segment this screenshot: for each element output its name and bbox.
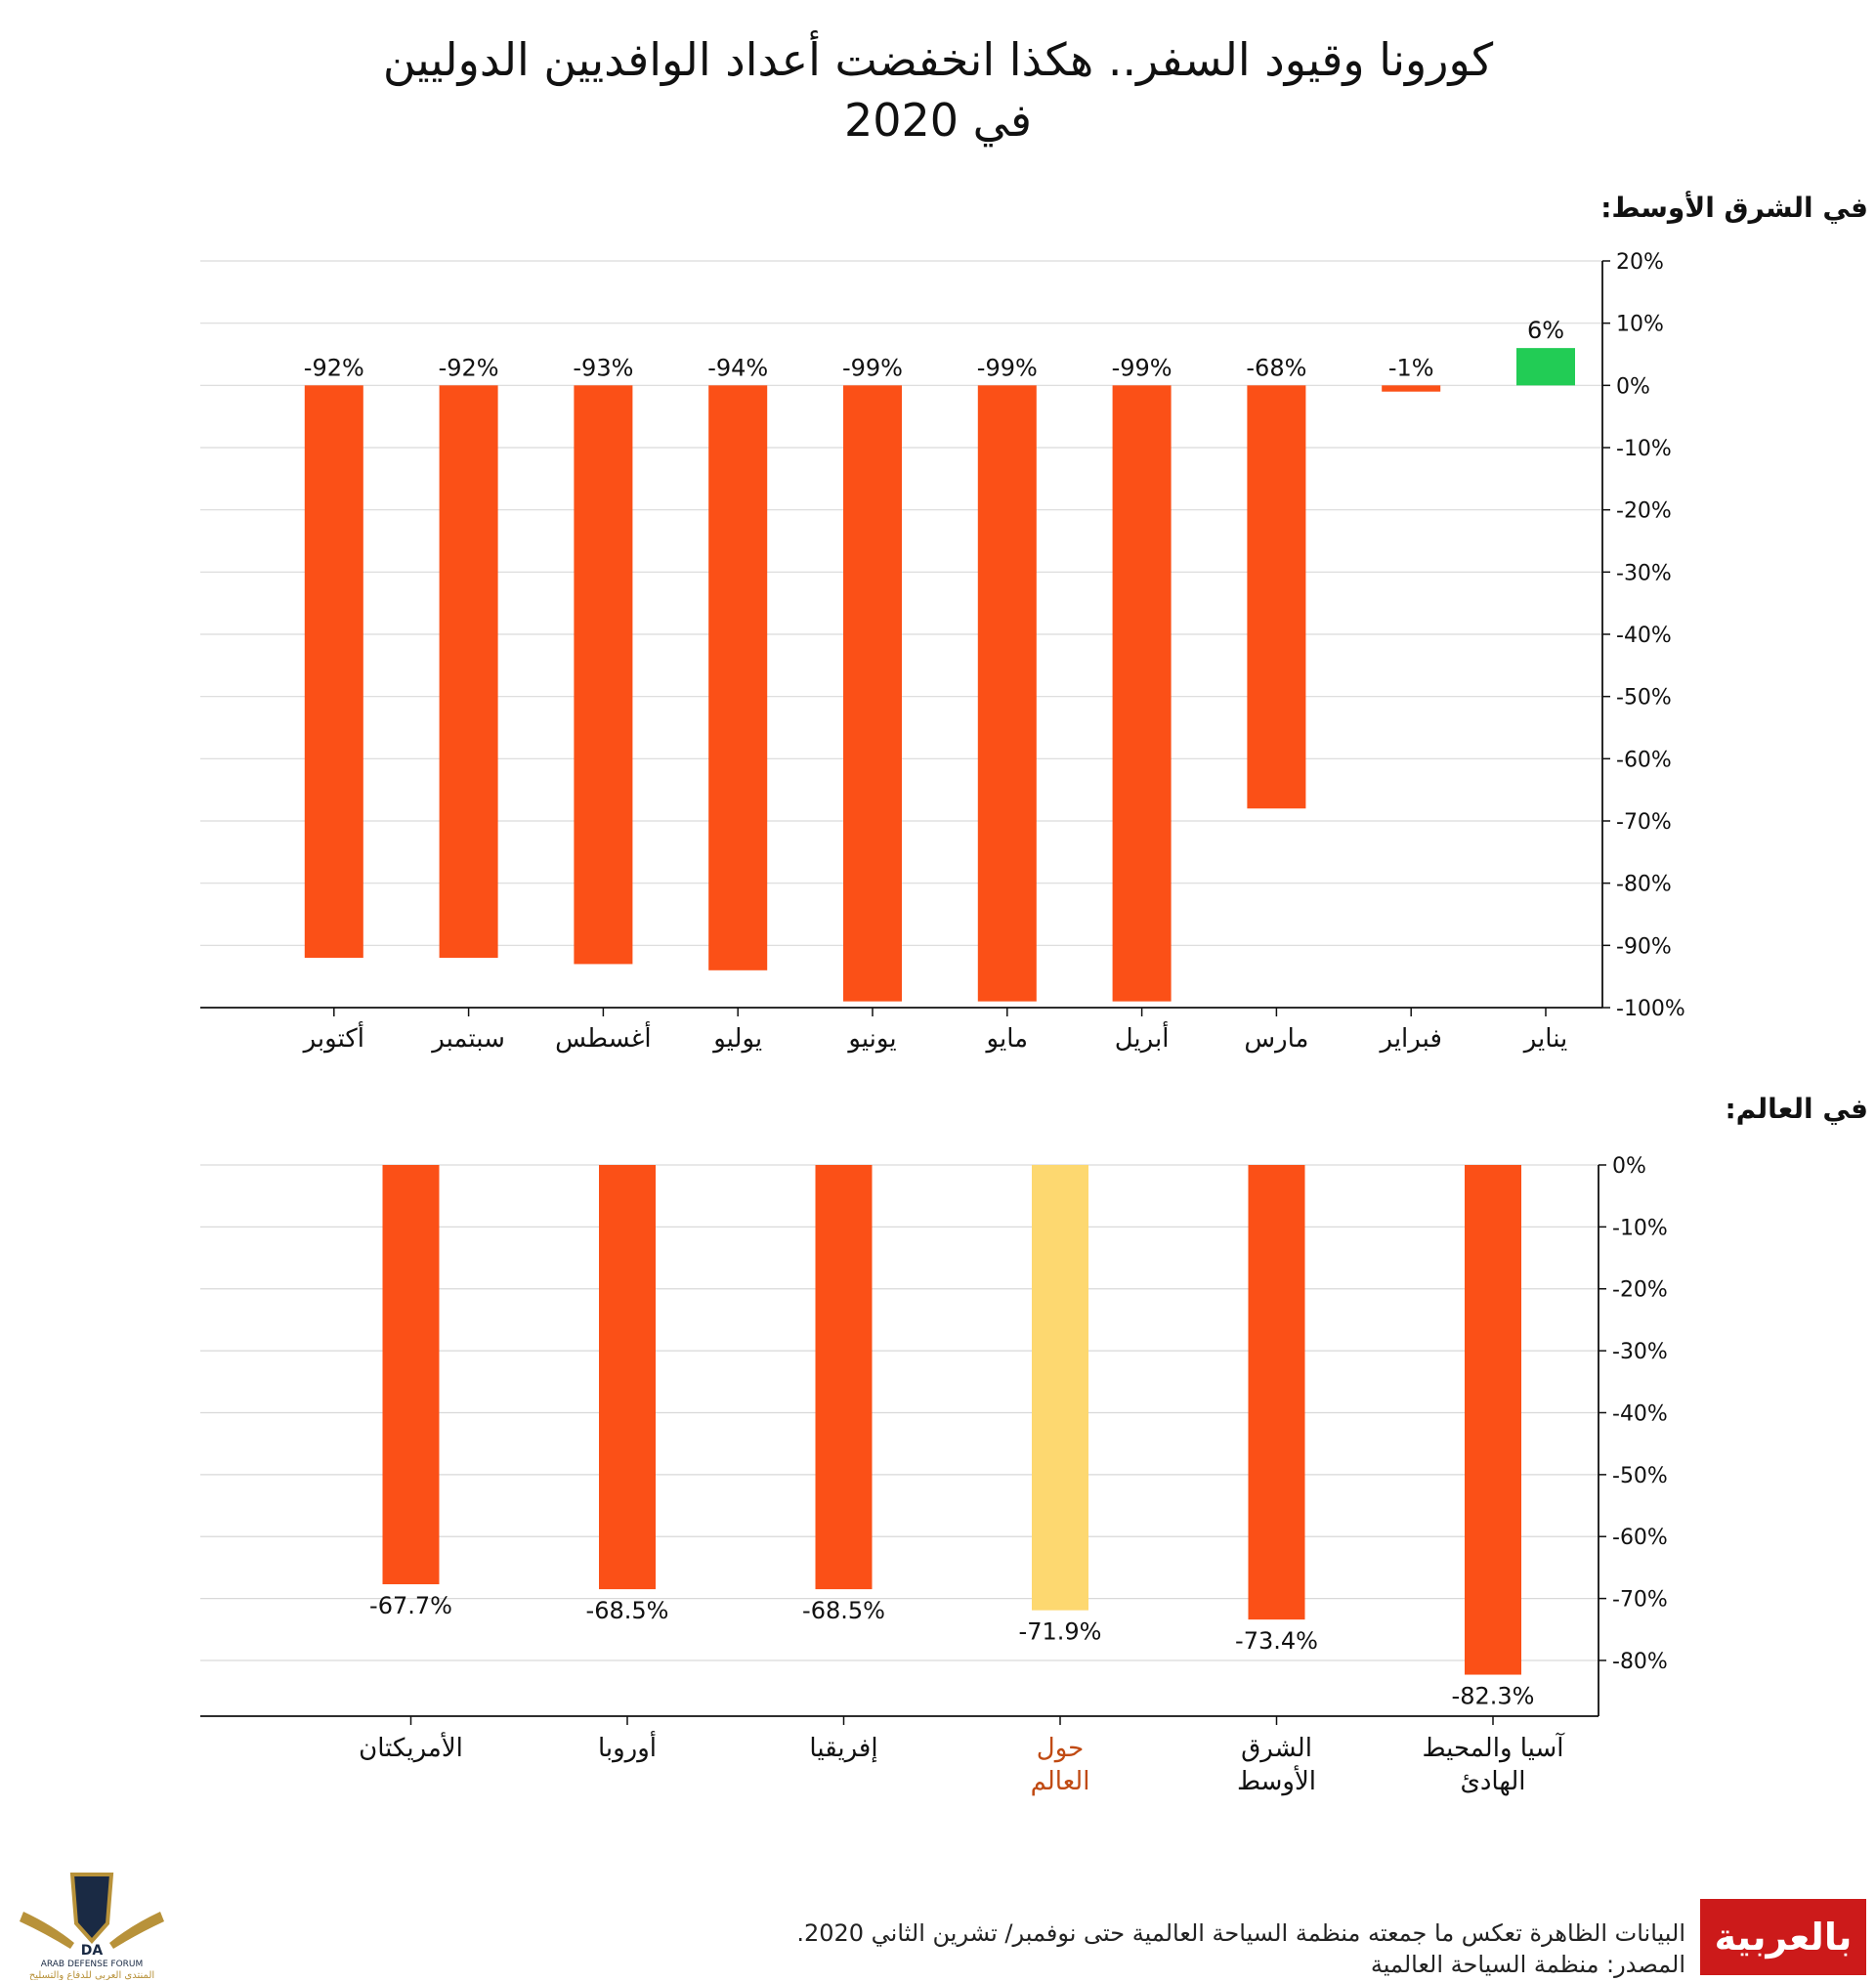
data-label: -92% xyxy=(439,354,499,381)
x-tick-label: الشرق xyxy=(1241,1734,1312,1763)
data-label: -99% xyxy=(977,354,1038,381)
x-tick-label: العالم xyxy=(1031,1767,1090,1796)
y-tick-label: -70% xyxy=(1616,810,1672,835)
y-tick-label: -40% xyxy=(1616,624,1672,648)
x-tick-label: مايو xyxy=(985,1024,1029,1054)
bar xyxy=(1112,385,1172,1002)
bar xyxy=(843,385,902,1002)
y-tick-label: -40% xyxy=(1612,1401,1668,1426)
data-label: -67.7% xyxy=(369,1592,452,1619)
y-tick-label: -80% xyxy=(1612,1650,1668,1674)
data-label: -82.3% xyxy=(1452,1683,1535,1710)
y-tick-label: 0% xyxy=(1616,374,1650,399)
data-label: -99% xyxy=(842,354,903,381)
y-tick-label: -30% xyxy=(1612,1340,1668,1364)
bar xyxy=(1247,385,1306,809)
data-label: -71.9% xyxy=(1019,1618,1102,1646)
bar xyxy=(977,385,1037,1002)
chart-title: كورونا وقيود السفر.. هكذا انخفضت أعداد ا… xyxy=(0,29,1876,151)
bar xyxy=(574,385,633,965)
data-label: -92% xyxy=(304,354,364,381)
middle-east-monthly-chart: 20% 10% 0% -10% -20% -30% -40% -50% -60% -70% -80%… xyxy=(200,250,1685,1054)
bar xyxy=(1382,385,1441,392)
data-label: -68% xyxy=(1246,354,1306,381)
y-tick-label: -80% xyxy=(1616,873,1672,897)
x-tick-label: أغسطس xyxy=(555,1020,652,1054)
svg-text:DA: DA xyxy=(81,1943,104,1959)
y-tick-label: -90% xyxy=(1616,934,1672,959)
x-tick-label: مارس xyxy=(1244,1024,1308,1054)
data-label: -73.4% xyxy=(1235,1627,1318,1655)
y-tick-label: -50% xyxy=(1612,1464,1668,1488)
footer-note: البيانات الظاهرة تعكس ما جمعته منظمة الس… xyxy=(708,1917,1685,1980)
x-tick-label: حول xyxy=(1037,1734,1084,1763)
bar xyxy=(439,385,498,959)
y-tick-label: -20% xyxy=(1616,499,1672,524)
y-tick-label: 0% xyxy=(1612,1154,1646,1179)
y-tick-label: -70% xyxy=(1612,1588,1668,1613)
bar xyxy=(1032,1165,1088,1611)
world-regions-chart: 0% -10% -20% -30% -40% -50% -60% -70% -80% -82.3%… xyxy=(200,1154,1668,1796)
y-tick-label: -60% xyxy=(1616,748,1672,772)
chart-title-line-2: في 2020 xyxy=(843,94,1033,147)
bar xyxy=(382,1165,440,1585)
y-tick-label: -10% xyxy=(1616,437,1672,461)
x-tick-label: يوليو xyxy=(711,1024,762,1054)
y-tick-label: -30% xyxy=(1616,561,1672,585)
cnn-arabic-logo: بالعربية xyxy=(1700,1899,1866,1975)
y-tick-label: -20% xyxy=(1612,1278,1668,1303)
x-tick-label: يناير xyxy=(1522,1024,1568,1054)
bar xyxy=(599,1165,656,1590)
y-tick-label: 20% xyxy=(1616,250,1664,275)
footer-source: المصدر: منظمة السياحة العالمية xyxy=(1370,1951,1685,1978)
footer-data-note: البيانات الظاهرة تعكس ما جمعته منظمة الس… xyxy=(796,1919,1685,1947)
x-tick-label: إفريقيا xyxy=(809,1734,877,1763)
bar xyxy=(708,385,768,970)
data-label: -68.5% xyxy=(802,1597,885,1624)
y-tick-label: -100% xyxy=(1616,997,1685,1021)
x-tick-label: الهادئ xyxy=(1461,1767,1526,1796)
bar xyxy=(815,1165,873,1590)
y-tick-label: 10% xyxy=(1616,313,1664,337)
y-tick-label: -60% xyxy=(1612,1526,1668,1550)
x-tick-label: أكتوبر xyxy=(302,1020,364,1054)
svg-text:المنتدى العربي للدفاع والتسليح: المنتدى العربي للدفاع والتسليح xyxy=(29,1970,154,1980)
data-label: 6% xyxy=(1527,317,1564,344)
x-tick-label: يونيو xyxy=(846,1024,896,1054)
x-tick-label: الأوسط xyxy=(1237,1764,1316,1796)
x-tick-label: أوروبا xyxy=(598,1730,657,1763)
data-label: -1% xyxy=(1388,354,1434,381)
data-label: -93% xyxy=(573,354,633,381)
arab-defense-forum-logo: DA ARAB DEFENSE FORUM المنتدى العربي للد… xyxy=(20,1873,164,1980)
data-label: -99% xyxy=(1112,354,1172,381)
x-tick-label: الأمريكتان xyxy=(359,1731,463,1763)
x-tick-label: أبريل xyxy=(1115,1020,1170,1054)
x-tick-label: آسيا والمحيط xyxy=(1422,1732,1565,1763)
bar xyxy=(1248,1165,1305,1620)
bar xyxy=(1465,1165,1521,1675)
bar xyxy=(1516,348,1575,386)
data-label: -68.5% xyxy=(586,1597,669,1624)
x-tick-label: فبراير xyxy=(1378,1024,1441,1054)
bar xyxy=(304,385,363,959)
y-tick-label: -10% xyxy=(1612,1216,1668,1240)
svg-text:ARAB DEFENSE FORUM: ARAB DEFENSE FORUM xyxy=(41,1960,144,1969)
data-label: -94% xyxy=(707,354,768,381)
middle-east-section-label: في الشرق الأوسط: xyxy=(1600,192,1868,224)
x-tick-label: سبتمبر xyxy=(430,1024,505,1054)
y-tick-label: -50% xyxy=(1616,686,1672,711)
world-section-label: في العالم: xyxy=(1725,1093,1868,1125)
chart-title-line-1: كورونا وقيود السفر.. هكذا انخفضت أعداد ا… xyxy=(382,33,1494,86)
